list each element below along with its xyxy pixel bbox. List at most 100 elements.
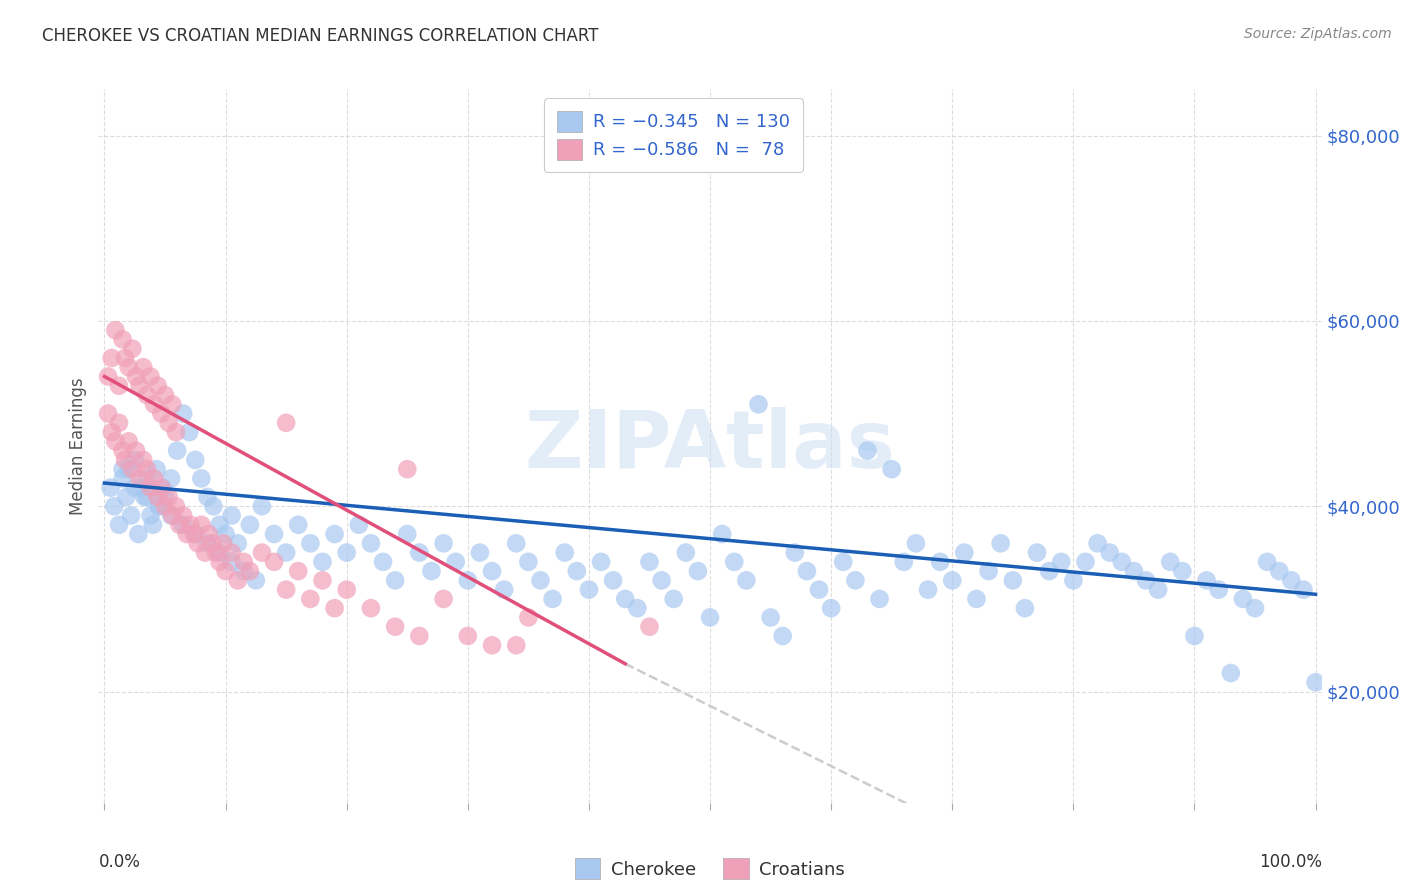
Point: [104, 323, 127, 337]
Point: [589, 555, 612, 569]
Point: [212, 536, 235, 550]
Point: [565, 564, 588, 578]
Point: [1159, 555, 1181, 569]
Point: [128, 378, 150, 392]
Point: [517, 610, 540, 624]
Point: [153, 490, 176, 504]
Point: [966, 591, 988, 606]
Point: [202, 500, 225, 514]
Point: [1208, 582, 1230, 597]
Point: [108, 416, 131, 430]
Point: [287, 517, 309, 532]
Point: [111, 462, 134, 476]
Point: [347, 517, 370, 532]
Point: [299, 591, 322, 606]
Point: [97, 369, 120, 384]
Point: [541, 591, 564, 606]
Point: [184, 453, 207, 467]
Point: [128, 471, 150, 485]
Point: [194, 545, 217, 559]
Point: [111, 333, 134, 347]
Point: [1219, 666, 1241, 681]
Point: [1026, 545, 1049, 559]
Point: [118, 434, 141, 449]
Point: [118, 360, 141, 375]
Point: [245, 574, 267, 588]
Point: [904, 536, 927, 550]
Point: [529, 574, 551, 588]
Point: [160, 508, 183, 523]
Point: [115, 490, 138, 504]
Point: [360, 536, 382, 550]
Point: [1256, 555, 1278, 569]
Point: [953, 545, 976, 559]
Legend: Cherokee, Croatians: Cherokee, Croatians: [568, 851, 852, 887]
Point: [735, 574, 758, 588]
Point: [1014, 601, 1036, 615]
Point: [157, 490, 180, 504]
Point: [221, 508, 243, 523]
Point: [371, 555, 394, 569]
Point: [179, 425, 201, 439]
Point: [699, 610, 721, 624]
Point: [103, 500, 125, 514]
Point: [263, 555, 285, 569]
Text: Source: ZipAtlas.com: Source: ZipAtlas.com: [1244, 27, 1392, 41]
Point: [179, 517, 201, 532]
Point: [125, 443, 148, 458]
Point: [880, 462, 903, 476]
Point: [232, 555, 254, 569]
Point: [132, 360, 155, 375]
Point: [1184, 629, 1206, 643]
Point: [160, 471, 183, 485]
Point: [1111, 555, 1133, 569]
Point: [1038, 564, 1060, 578]
Point: [494, 582, 516, 597]
Point: [1305, 675, 1327, 690]
Point: [100, 351, 122, 365]
Point: [614, 591, 637, 606]
Point: [121, 342, 143, 356]
Point: [145, 462, 167, 476]
Point: [796, 564, 818, 578]
Y-axis label: Median Earnings: Median Earnings: [69, 377, 87, 515]
Point: [1171, 564, 1194, 578]
Point: [135, 462, 157, 476]
Point: [554, 545, 576, 559]
Point: [711, 527, 734, 541]
Point: [150, 407, 173, 421]
Point: [208, 545, 231, 559]
Point: [197, 527, 219, 541]
Point: [134, 490, 156, 504]
Point: [1062, 574, 1084, 588]
Point: [104, 434, 127, 449]
Point: [214, 564, 236, 578]
Point: [135, 490, 157, 504]
Point: [893, 555, 915, 569]
Point: [239, 517, 262, 532]
Point: [1001, 574, 1024, 588]
Point: [135, 388, 157, 402]
Point: [651, 574, 673, 588]
Point: [139, 481, 162, 495]
Point: [675, 545, 697, 559]
Point: [311, 555, 333, 569]
Point: [1147, 582, 1170, 597]
Point: [917, 582, 939, 597]
Point: [832, 555, 855, 569]
Point: [432, 591, 454, 606]
Point: [108, 517, 131, 532]
Point: [747, 397, 769, 411]
Point: [1232, 591, 1254, 606]
Point: [190, 471, 212, 485]
Point: [336, 545, 359, 559]
Point: [626, 601, 648, 615]
Point: [139, 508, 162, 523]
Point: [114, 453, 136, 467]
Point: [208, 517, 231, 532]
Point: [396, 527, 419, 541]
Point: [187, 536, 209, 550]
Point: [408, 545, 430, 559]
Point: [100, 425, 122, 439]
Point: [183, 527, 205, 541]
